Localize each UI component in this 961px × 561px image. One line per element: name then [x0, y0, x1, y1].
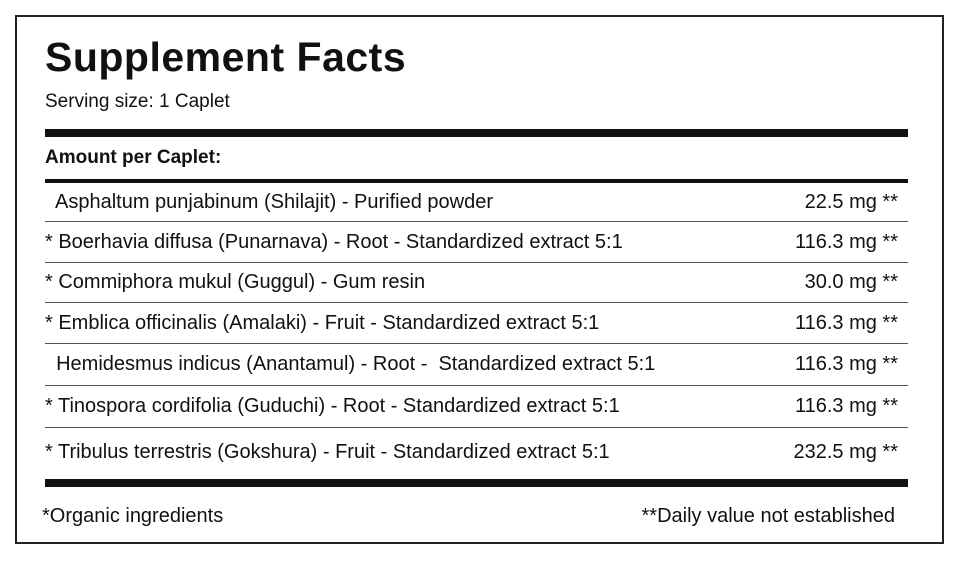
ingredient-row: Hemidesmus indicus (Anantamul) - Root - … — [45, 344, 908, 386]
supplement-facts-panel — [15, 15, 944, 544]
ingredient-amount: 116.3 mg ** — [794, 230, 898, 253]
ingredient-amount: 22.5 mg ** — [804, 190, 898, 213]
ingredient-name: Hemidesmus indicus (Anantamul) - Root - … — [45, 353, 656, 375]
daily-value-note: **Daily value not established — [641, 505, 896, 527]
divider-thick-top — [45, 129, 908, 137]
ingredient-row: * Emblica officinalis (Amalaki) - Fruit … — [45, 303, 908, 344]
ingredient-amount: 116.3 mg ** — [794, 353, 898, 375]
organic-note: *Organic ingredients — [42, 505, 224, 527]
ingredient-name: * Emblica officinalis (Amalaki) - Fruit … — [45, 311, 600, 334]
ingredient-name: * Tinospora cordifolia (Guduchi) - Root … — [45, 395, 620, 417]
ingredient-row: * Boerhavia diffusa (Punarnava) - Root -… — [45, 222, 908, 263]
serving-size: Serving size: 1 Caplet — [45, 91, 230, 112]
ingredient-amount: 232.5 mg ** — [793, 440, 898, 463]
ingredient-row: * Tribulus terrestris (Gokshura) - Fruit… — [45, 428, 908, 476]
ingredient-name: * Boerhavia diffusa (Punarnava) - Root -… — [45, 230, 623, 253]
divider-medium — [45, 179, 908, 183]
ingredient-name: * Commiphora mukul (Guggul) - Gum resin — [45, 271, 426, 293]
ingredient-row: * Tinospora cordifolia (Guduchi) - Root … — [45, 386, 908, 428]
ingredient-amount: 116.3 mg ** — [794, 311, 898, 334]
ingredient-name: Asphaltum punjabinum (Shilajit) - Purifi… — [45, 190, 493, 213]
ingredient-row: * Commiphora mukul (Guggul) - Gum resin 3… — [45, 263, 908, 303]
ingredient-amount: 116.3 mg ** — [794, 395, 898, 417]
ingredient-table: Asphaltum punjabinum (Shilajit) - Purifi… — [45, 183, 908, 476]
ingredient-amount: 30.0 mg ** — [804, 271, 898, 293]
amount-header: Amount per Caplet: — [45, 147, 222, 168]
ingredient-name: * Tribulus terrestris (Gokshura) - Fruit… — [45, 440, 610, 463]
panel-title: Supplement Facts — [45, 34, 407, 80]
ingredient-row: Asphaltum punjabinum (Shilajit) - Purifi… — [45, 183, 908, 222]
divider-thick-bottom — [45, 479, 908, 487]
